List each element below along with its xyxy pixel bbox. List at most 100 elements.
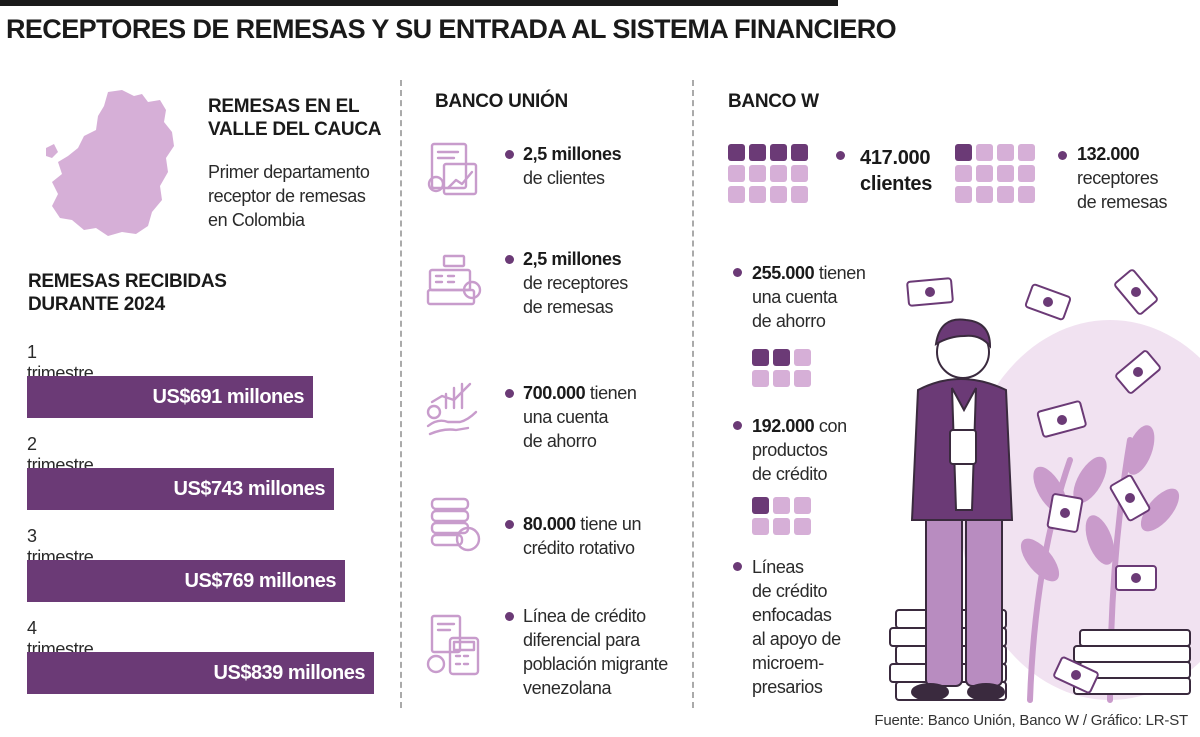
ahorro-square-grid (752, 349, 811, 387)
bullet-dot (505, 150, 514, 159)
ahorro-bold: 255.000 (752, 263, 815, 283)
empty-square (976, 186, 993, 203)
empty-square (752, 370, 769, 387)
coin-stack-icon (430, 497, 481, 552)
clientes-label: clientes (860, 173, 933, 195)
filled-square (791, 144, 808, 161)
bar (27, 468, 334, 510)
bar (27, 560, 345, 602)
column-divider-2 (692, 80, 694, 708)
union-item3-line3: de ahorro (523, 431, 597, 451)
empty-square (770, 186, 787, 203)
bar-value-label: US$769 millones (184, 570, 337, 592)
bar (27, 376, 313, 418)
remesas-heading-line2: DURANTE 2024 (28, 294, 165, 315)
empty-square (773, 370, 790, 387)
ahorro-line1: 255.000 tienen (752, 261, 866, 285)
source-note: Fuente: Banco Unión, Banco W / Gráfico: … (874, 712, 1188, 729)
lineas-line3: enfocadas (752, 605, 832, 625)
empty-square (728, 165, 745, 182)
union-item1-line2: de clientes (523, 168, 605, 188)
empty-square (749, 186, 766, 203)
column-divider-1 (400, 80, 402, 708)
filled-square (752, 497, 769, 514)
empty-square (773, 518, 790, 535)
union-item5-line1: Línea de crédito (523, 606, 646, 626)
filled-square (749, 144, 766, 161)
clientes-square-grid (728, 144, 808, 203)
filled-square (773, 349, 790, 366)
union-item4-line1: 80.000 tiene un (523, 512, 642, 536)
title-rule (0, 0, 838, 6)
empty-square (791, 186, 808, 203)
union-item3-bold: 700.000 (523, 383, 586, 403)
credito-rest: con (814, 416, 847, 436)
empty-square (773, 497, 790, 514)
bar-value-label: US$839 millones (213, 662, 366, 684)
union-item2-line2: de receptores (523, 273, 628, 293)
ahorro-rest: tienen (814, 263, 866, 283)
filled-square (752, 349, 769, 366)
empty-square (770, 165, 787, 182)
empty-square (794, 497, 811, 514)
receptores-value: 132.000 (1077, 142, 1167, 166)
bullet-dot (505, 389, 514, 398)
valle-desc-line1: Primer departamento (208, 162, 370, 182)
banco-w-heading: BANCO W (728, 91, 819, 112)
man-with-money-illustration (889, 269, 1200, 703)
credito-bold: 192.000 (752, 416, 815, 436)
union-item2-bold: 2,5 millones (523, 249, 622, 269)
lineas-line2: de crédito (752, 581, 828, 601)
receptores-line2: de remesas (1077, 192, 1168, 212)
union-item5-line2: diferencial para (523, 630, 640, 650)
empty-square (794, 518, 811, 535)
empty-square (997, 186, 1014, 203)
valle-del-cauca-map-icon (46, 90, 174, 236)
remesas-heading-line1: REMESAS RECIBIDAS (28, 271, 227, 292)
valle-heading-line2: VALLE DEL CAUCA (208, 119, 382, 140)
empty-square (976, 165, 993, 182)
union-item2-line1: 2,5 millones (523, 247, 628, 271)
bullet-dot (733, 421, 742, 430)
bullet-dot (733, 562, 742, 571)
lineas-line4: al apoyo de (752, 629, 841, 649)
empty-square (997, 144, 1014, 161)
bar-value-label: US$743 millones (173, 478, 326, 500)
documents-chart-icon (427, 142, 478, 196)
empty-square (752, 518, 769, 535)
valle-heading-line1: REMESAS EN EL (208, 96, 360, 117)
bullet-dot (505, 520, 514, 529)
receptores-line1: receptores (1077, 168, 1159, 188)
filled-square (770, 144, 787, 161)
bullet-dot (1058, 151, 1067, 160)
bar-value-label: US$691 millones (152, 386, 305, 408)
filled-square (955, 144, 972, 161)
empty-square (794, 370, 811, 387)
credito-square-grid (752, 497, 811, 535)
valle-desc-line3: en Colombia (208, 210, 305, 230)
bullet-dot (505, 255, 514, 264)
union-item3-line2: una cuenta (523, 407, 609, 427)
empty-square (1018, 186, 1035, 203)
empty-square (1018, 165, 1035, 182)
credito-line3: de crédito (752, 464, 828, 484)
union-item1-bold: 2,5 millones (523, 144, 622, 164)
empty-square (794, 349, 811, 366)
empty-square (955, 186, 972, 203)
empty-square (955, 165, 972, 182)
bar (27, 652, 374, 694)
credito-line2: productos (752, 440, 828, 460)
bullet-dot (505, 612, 514, 621)
union-item4-bold: 80.000 (523, 514, 576, 534)
cash-register-icon (426, 254, 482, 306)
credito-line1: 192.000 con (752, 414, 847, 438)
receptores-value-bold: 132.000 (1077, 144, 1140, 164)
empty-square (997, 165, 1014, 182)
union-item4-line2: crédito rotativo (523, 538, 635, 558)
filled-square (728, 144, 745, 161)
hand-growth-chart-icon (426, 382, 478, 436)
lineas-line1: Líneas (752, 557, 804, 577)
bullet-dot (836, 151, 845, 160)
union-item1-line1: 2,5 millones (523, 142, 622, 166)
union-item3-rest: tienen (585, 383, 637, 403)
